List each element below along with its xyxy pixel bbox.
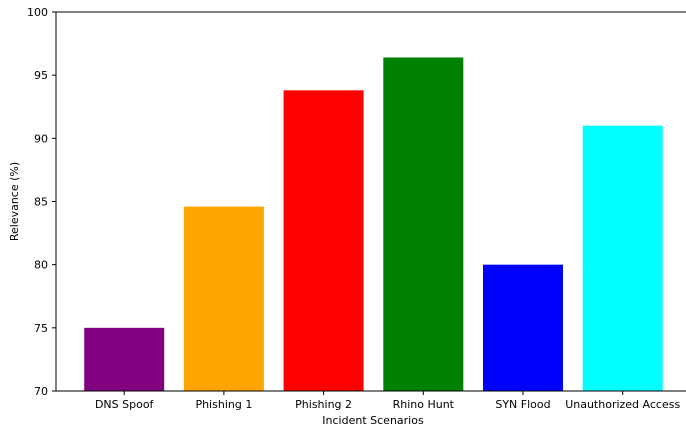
y-tick-label-90: 90 [34,132,48,145]
y-tick-label-80: 80 [34,259,48,272]
x-tick-label-rhino-hunt: Rhino Hunt [393,398,455,411]
bar-phishing-2 [283,90,364,391]
bar-dns-spoof [84,327,165,391]
y-tick-label-70: 70 [34,385,48,398]
x-tick-label-unauthorized-access: Unauthorized Access [565,398,680,411]
x-axis-title: Incident Scenarios [322,414,424,426]
x-tick-label-dns-spoof: DNS Spoof [95,398,155,411]
x-tick-label-phishing-1: Phishing 1 [195,398,252,411]
y-tick-label-95: 95 [34,69,48,82]
y-tick-label-85: 85 [34,196,48,209]
bar-unauthorized-access [582,125,663,391]
ticks-layer: 70 75 80 85 90 95 100 DNS Spoof Phishing 1 Phishi… [27,6,680,411]
y-tick-label-100: 100 [27,6,48,19]
y-tick-label-75: 75 [34,322,48,335]
x-tick-label-phishing-2: Phishing 2 [295,398,352,411]
x-tick-label-syn-flood: SYN Flood [495,398,550,411]
bar-syn-flood [483,264,563,391]
bar-rhino-hunt [383,57,464,391]
bars-layer [84,57,663,391]
y-axis-title: Relevance (%) [8,162,21,241]
bar-phishing-1 [183,206,264,391]
